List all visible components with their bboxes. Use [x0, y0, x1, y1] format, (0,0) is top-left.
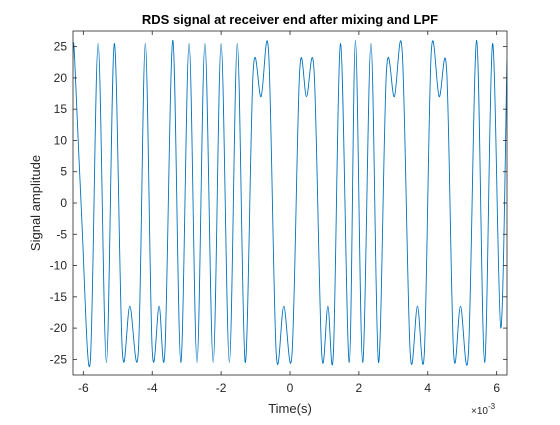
- y-tick-label: 0: [60, 196, 67, 210]
- x-tick-label: -4: [147, 381, 158, 395]
- x-tick-label: -2: [216, 381, 227, 395]
- y-tick-label: -15: [50, 290, 68, 304]
- x-tick-label: 0: [287, 381, 294, 395]
- x-axis-label: Time(s): [268, 401, 312, 416]
- x-exponent-power: -3: [488, 402, 496, 411]
- axes-box: [72, 30, 508, 376]
- x-tick-label: -6: [78, 381, 89, 395]
- y-axis-label: Signal amplitude: [28, 155, 43, 251]
- chart-title: RDS signal at receiver end after mixing …: [142, 12, 438, 27]
- y-tick-label: 5: [60, 165, 67, 179]
- line-layer: [73, 39, 507, 367]
- y-tick-label: 15: [54, 102, 68, 116]
- x-exponent-label: ×10-3: [471, 402, 496, 417]
- y-tick-label: -25: [50, 352, 68, 366]
- y-tick-label: -5: [56, 227, 67, 241]
- series-line: [73, 39, 507, 367]
- x-exponent-base: ×10: [471, 406, 488, 417]
- y-tick-label: 10: [54, 133, 68, 147]
- y-tick-label: -10: [50, 259, 68, 273]
- x-tick-label: 6: [493, 381, 500, 395]
- x-tick-label: 2: [356, 381, 363, 395]
- y-tick-label: 20: [54, 71, 68, 85]
- y-tick-label: 25: [54, 40, 68, 54]
- plot-area: [73, 31, 507, 375]
- x-tick-label: 4: [424, 381, 431, 395]
- y-tick-label: -20: [50, 321, 68, 335]
